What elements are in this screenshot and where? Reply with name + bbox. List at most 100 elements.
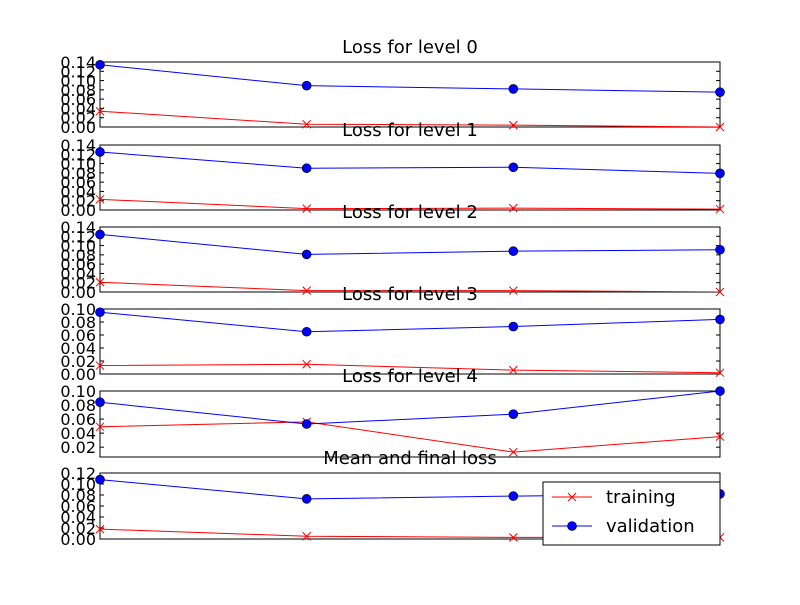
- series-line-validation: [100, 151, 720, 174]
- series-validation: [100, 233, 720, 255]
- series-training: [100, 110, 720, 127]
- subplot-title: Loss for level 0: [342, 37, 478, 58]
- y-tick-label: 0.08: [60, 313, 96, 332]
- data-point-training: [95, 361, 105, 370]
- data-point-training: [302, 359, 312, 369]
- y-tick-label: 0.00: [60, 118, 96, 137]
- y-tick-label: 0.12: [60, 62, 96, 81]
- data-point-training: [715, 368, 725, 378]
- legend-marker-training: [567, 492, 577, 502]
- data-point-training: [508, 447, 518, 457]
- y-tick-label: 0.10: [60, 72, 96, 91]
- y-tick-label: 0.06: [60, 90, 96, 109]
- subplot-title: Mean and final loss: [323, 448, 497, 469]
- series-validation: [100, 64, 720, 93]
- series-line-validation: [100, 311, 720, 333]
- subplot-5: 0.000.020.040.060.080.100.12 Mean and fin…: [60, 448, 725, 549]
- data-point-training: [95, 194, 105, 204]
- y-tick-label: 0.02: [60, 519, 96, 538]
- series-line-validation: [100, 391, 720, 425]
- series-markers-training: [95, 106, 725, 132]
- series-line-validation: [100, 64, 720, 93]
- data-point-validation: [508, 162, 519, 173]
- y-tick-label: 0.08: [60, 396, 96, 415]
- subplot-4: 0.020.040.060.080.10 Loss for level 4: [60, 366, 725, 458]
- axes-frame: [99, 61, 721, 128]
- data-point-validation: [95, 397, 105, 408]
- y-tick-label: 0.04: [60, 339, 96, 358]
- series-line-training: [100, 110, 720, 127]
- y-tick-label: 0.08: [60, 246, 96, 265]
- subplot-title: Loss for level 1: [342, 120, 478, 141]
- data-point-validation: [715, 314, 725, 325]
- series-markers-validation: [95, 147, 725, 179]
- data-point-validation: [301, 163, 312, 174]
- series-markers-training: [95, 277, 725, 297]
- y-tick-label: 0.02: [60, 352, 96, 371]
- data-point-validation: [95, 229, 105, 240]
- axes-frame: [99, 226, 721, 293]
- y-tick-label: 0.02: [60, 109, 96, 128]
- legend-marker-validation: [567, 521, 577, 531]
- y-tick-label: 0.04: [60, 264, 96, 283]
- data-point-validation: [301, 80, 312, 91]
- y-tick-label: 0.06: [60, 173, 96, 192]
- data-point-validation: [508, 84, 519, 94]
- data-point-training: [302, 286, 312, 295]
- y-tick-label: 0.04: [60, 508, 96, 527]
- data-point-validation: [301, 419, 312, 429]
- data-point-validation: [715, 386, 725, 396]
- y-tick-label: 0.00: [60, 365, 96, 384]
- data-point-validation: [95, 59, 105, 70]
- series-training: [100, 281, 720, 292]
- data-point-training: [715, 122, 725, 132]
- legend: training validation: [542, 481, 721, 546]
- subplot-title: Loss for level 2: [342, 202, 478, 223]
- axes-frame: [99, 144, 721, 211]
- series-validation: [100, 391, 720, 425]
- series-line-training: [100, 281, 720, 292]
- y-tick-label: 0.02: [60, 274, 96, 293]
- series-validation: [100, 151, 720, 174]
- data-point-training: [715, 287, 725, 297]
- data-point-training: [508, 286, 518, 295]
- y-tick-label: 0.14: [60, 136, 96, 155]
- data-point-validation: [95, 147, 105, 157]
- series-line-validation: [100, 233, 720, 255]
- legend-box: [542, 481, 721, 546]
- y-tick-label: 0.04: [60, 182, 96, 201]
- y-tick-label: 0.04: [60, 424, 96, 443]
- data-point-validation: [508, 246, 519, 256]
- subplot-title: Loss for level 4: [342, 366, 478, 387]
- y-tick-label: 0.10: [60, 475, 96, 494]
- data-point-training: [95, 422, 105, 432]
- y-tick-label: 0.08: [60, 164, 96, 183]
- data-point-training: [508, 532, 518, 542]
- y-tick-label: 0.08: [60, 81, 96, 100]
- series-line-training: [100, 363, 720, 374]
- data-point-validation: [715, 244, 725, 255]
- data-point-training: [508, 203, 518, 213]
- data-point-validation: [301, 494, 312, 504]
- y-tick-label: 0.12: [60, 227, 96, 246]
- series-markers-training: [95, 194, 725, 214]
- series-markers-validation: [95, 307, 725, 337]
- data-point-validation: [715, 168, 725, 179]
- y-tick-label: 0.04: [60, 99, 96, 118]
- y-tick-label: 0.10: [60, 382, 96, 401]
- subplot-title: Loss for level 3: [342, 284, 478, 305]
- data-point-validation: [715, 87, 725, 97]
- data-point-training: [95, 277, 105, 287]
- data-point-training: [508, 120, 518, 130]
- series-markers-validation: [95, 229, 725, 260]
- y-tick-label: 0.14: [60, 53, 96, 72]
- data-point-validation: [95, 307, 105, 318]
- data-point-validation: [301, 249, 312, 260]
- series-markers-validation: [95, 386, 725, 429]
- y-tick-label: 0.10: [60, 237, 96, 256]
- y-tick-label: 0.00: [60, 530, 96, 549]
- legend-label-training: training: [606, 487, 676, 508]
